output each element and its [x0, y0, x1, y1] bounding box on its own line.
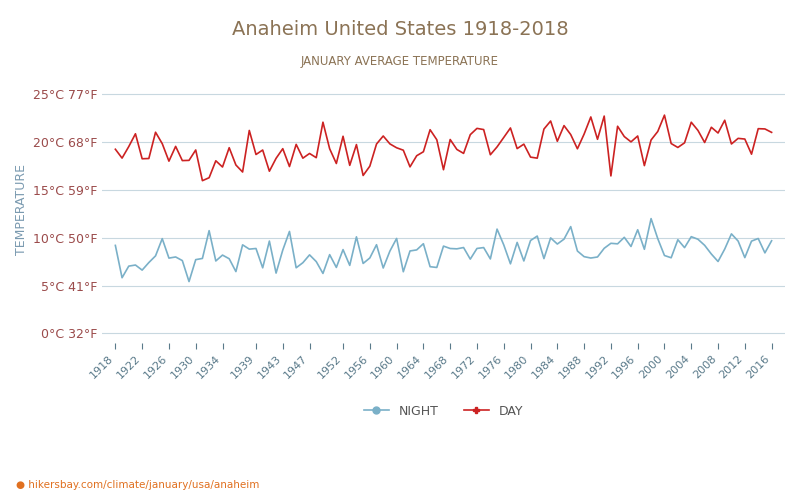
Text: Anaheim United States 1918-2018: Anaheim United States 1918-2018 [232, 20, 568, 39]
Text: ● hikersbay.com/climate/january/usa/anaheim: ● hikersbay.com/climate/january/usa/anah… [16, 480, 259, 490]
Y-axis label: TEMPERATURE: TEMPERATURE [15, 164, 28, 254]
Legend: NIGHT, DAY: NIGHT, DAY [358, 400, 528, 422]
Text: JANUARY AVERAGE TEMPERATURE: JANUARY AVERAGE TEMPERATURE [301, 55, 499, 68]
